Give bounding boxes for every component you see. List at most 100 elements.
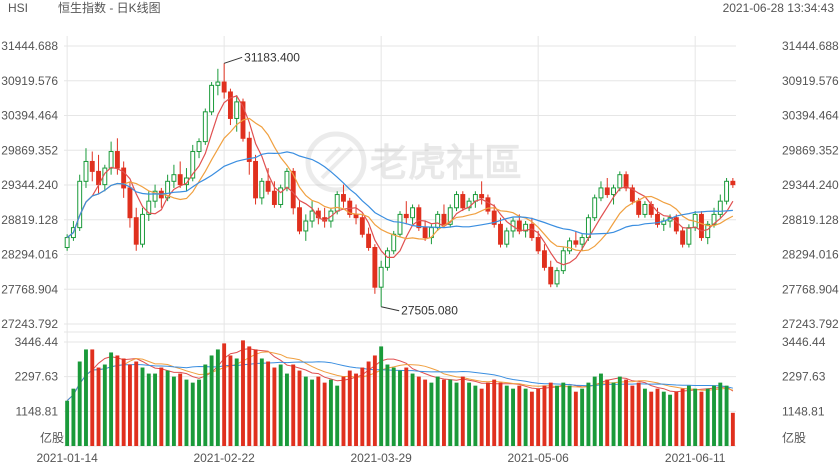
volume-ma10-line [66,351,734,402]
volume-bar [291,364,296,446]
volume-bar [460,376,465,446]
candle-body [171,174,177,182]
volume-bar [190,382,195,446]
volume-bar [159,367,164,446]
volume-bar [247,346,252,446]
ma5-line [66,95,734,266]
date-tick-label: 2021-01-14 [36,451,98,465]
symbol-label: HSI [8,1,28,15]
volume-bar [215,349,220,446]
volume-bar [178,373,183,446]
candle-body [127,187,133,219]
chart-title: 恒生指数 - 日K线图 [58,0,161,15]
volume-bar [115,355,120,446]
candle-body [623,174,629,189]
volume-bar [448,379,453,446]
price-axis-left: 31444.688 30919.576 30394.464 29869.352 2934… [1,39,58,331]
volume-bar [674,391,679,446]
candle-body [121,167,127,189]
price-ma-lines [66,95,734,266]
price-tick-label: 30394.464 [782,109,839,123]
candle-body [410,207,416,219]
volume-bar [624,379,629,446]
volume-bar [253,349,258,446]
volume-bar [523,388,528,446]
volume-bar [109,352,114,446]
volume-bar [479,388,484,446]
volume-tick-label: 1148.81 [782,404,825,418]
volume-bar [354,373,358,446]
date-tick-label: 2021-05-06 [507,451,569,465]
volume-tick-label: 3446.44 [15,335,59,349]
annotation-high-label: 31183.400 [244,50,300,64]
candle-body [290,170,296,209]
candle-body [529,223,535,239]
price-tick-label: 27243.792 [1,317,58,331]
volume-bar [699,391,704,446]
candle-body [680,230,686,245]
candle-body [454,194,459,209]
price-tick-label: 29869.352 [1,143,58,157]
price-tick-label: 29344.240 [782,178,839,192]
volume-bar [529,391,534,446]
watermark-logo-mark-icon [320,146,354,180]
candle-body [303,220,309,232]
candle-body [397,213,403,235]
volume-bar [416,376,421,446]
volume-bar [730,412,735,446]
volume-bar [90,349,95,446]
volume-bar [310,379,315,446]
candle-body [416,207,422,229]
candle-body [705,223,711,239]
candle-body [542,250,547,268]
volume-bar [630,385,635,446]
candle-body [209,84,215,113]
date-tick-label: 2021-06-11 [665,451,726,465]
volume-bar [511,388,515,446]
volume-bar [385,364,390,446]
volume-bar [567,385,572,446]
date-tick-label: 2021-03-29 [350,451,412,465]
volume-bar [655,388,660,446]
volume-bar [203,364,208,446]
volume-bar [548,382,553,446]
volume-bar [171,376,176,446]
volume-bar [555,385,559,446]
candle-body [140,213,145,245]
candle-body [598,187,604,199]
price-tick-label: 28294.016 [782,248,839,262]
price-tick-label: 28294.016 [1,248,58,262]
candle-body [234,101,240,119]
candle-body [309,210,315,222]
candle-body [284,170,290,189]
volume-bar [209,355,214,446]
candle-body [730,180,736,186]
volume-bar [146,373,151,446]
volume-bar [573,391,578,446]
candle-body [617,174,623,189]
ma20-line [66,151,733,239]
volume-bar [485,382,490,446]
volume-bar [429,382,434,446]
volume-ma-lines [66,348,734,402]
volume-bar [536,388,541,446]
candle-body [579,237,585,245]
volume-tick-label: 2297.63 [782,370,826,384]
volume-bar [222,343,227,446]
volume-bar [84,349,88,446]
candle-body [359,217,365,235]
volume-tick-label: 2297.63 [15,370,59,384]
volume-bar [724,385,729,446]
candle-body [108,151,114,169]
candle-body [491,210,497,225]
volume-bar [96,367,101,446]
watermark-logo-icon [305,131,367,193]
candle-body [611,187,616,196]
volume-ma5-line [66,348,734,402]
candle-body [265,180,271,192]
volume-tick-label: 1148.81 [16,404,59,418]
annotation-leader [381,306,400,312]
volume-bar [542,385,547,446]
annotation-leader [223,56,243,64]
